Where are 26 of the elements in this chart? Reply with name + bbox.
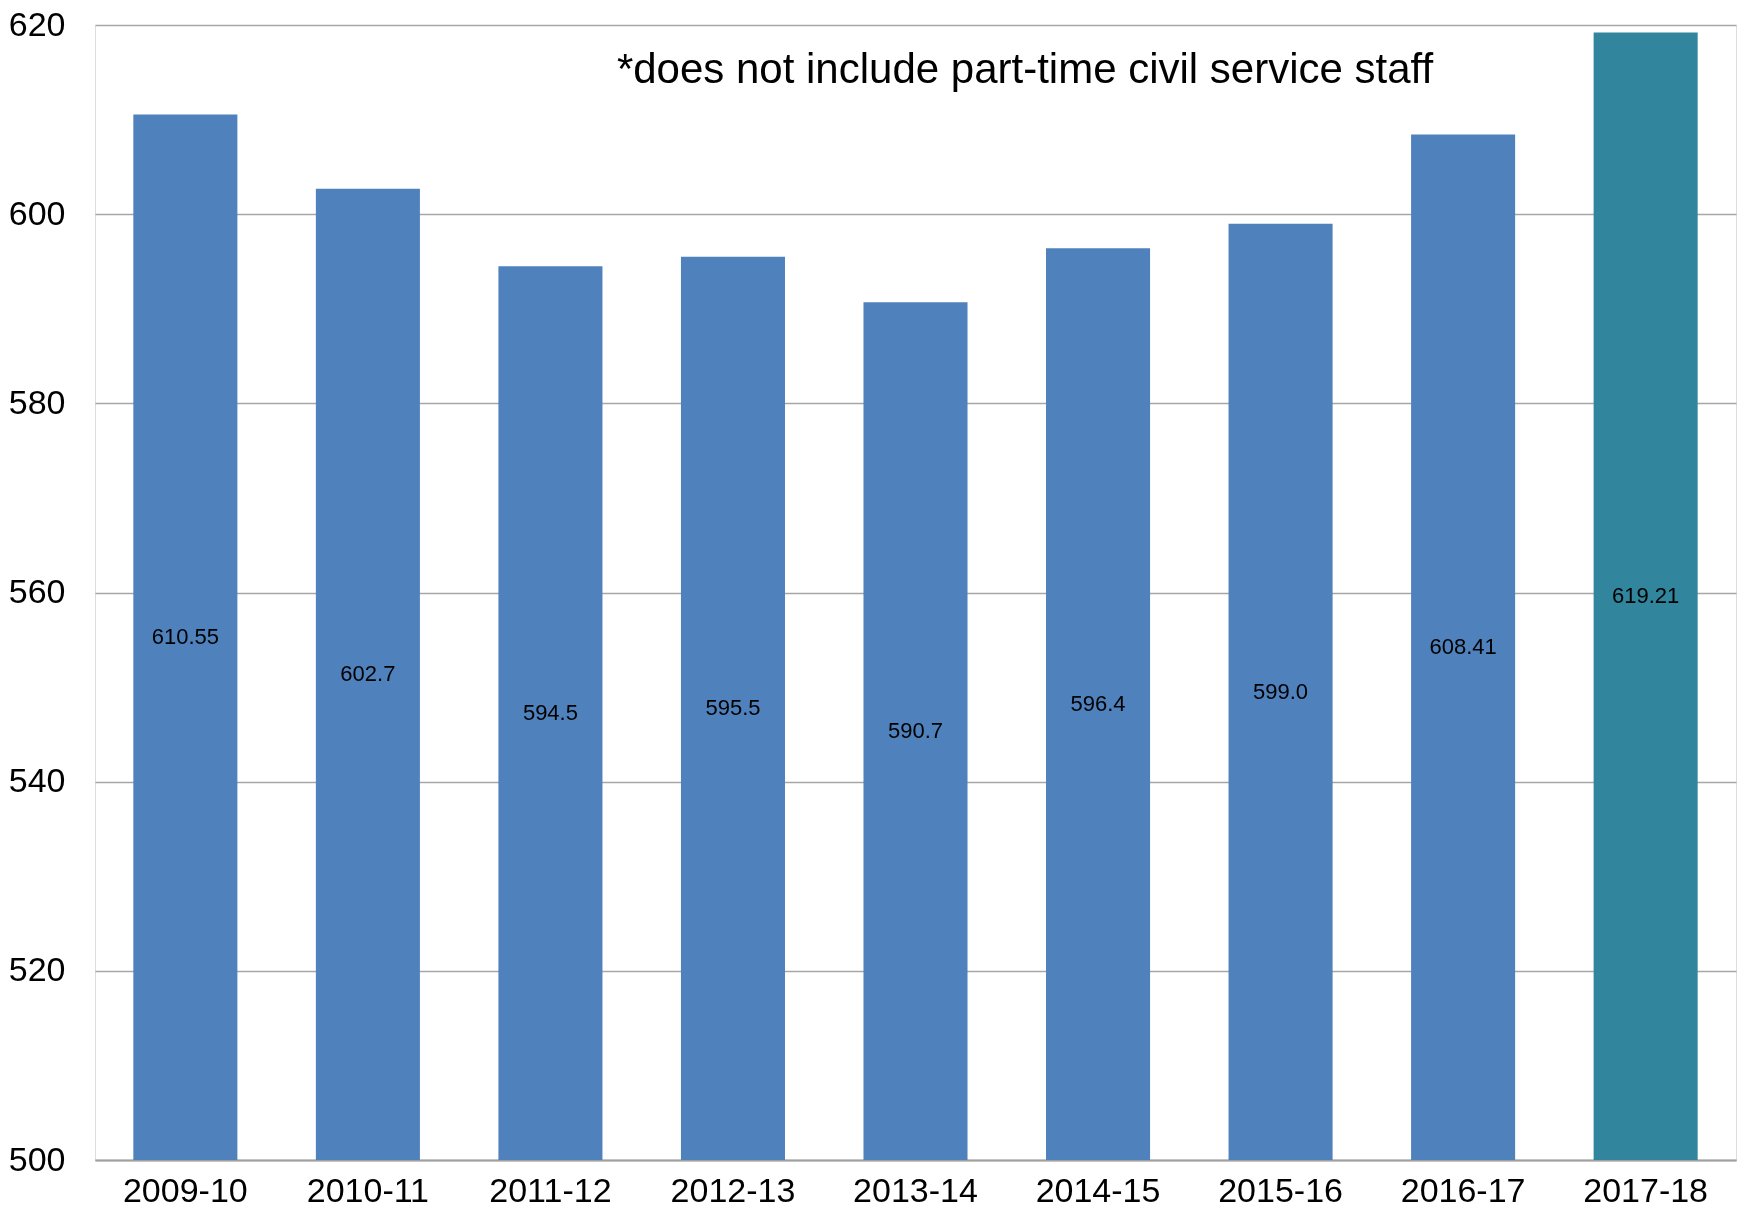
data-label: 619.21 [1612,583,1680,609]
x-tick-label: 2009-10 [122,1170,248,1209]
data-label: 610.55 [151,624,219,650]
x-tick-label: 2017-18 [1583,1170,1709,1209]
data-label: 596.4 [1070,691,1126,717]
data-label: 608.41 [1429,634,1497,660]
y-tick-label: 540 [8,761,66,800]
x-tick-label: 2013-14 [853,1170,978,1209]
data-label: 595.5 [705,695,761,721]
y-tick-label: 560 [8,572,66,610]
x-tick-label: 2014-15 [1035,1170,1161,1209]
x-tick-label: 2012-13 [670,1170,796,1209]
data-label: 594.5 [522,700,578,726]
annotation: *does not include part-time civil service staff [616,45,1434,92]
data-label: 590.7 [887,718,944,744]
data-label: 599.0 [1253,678,1309,704]
x-tick-label: 2010-11 [306,1170,430,1209]
y-tick-label: 600 [8,193,66,232]
y-tick-label: 620 [8,4,66,43]
data-label: 602.7 [340,661,396,687]
x-tick-label: 2016-17 [1400,1170,1526,1209]
x-tick-label: 2015-16 [1218,1170,1343,1209]
y-tick-label: 520 [8,950,66,989]
x-tick-label: 2011-12 [489,1170,612,1209]
y-tick-label: 500 [8,1139,66,1178]
y-tick-label: 580 [8,382,66,421]
